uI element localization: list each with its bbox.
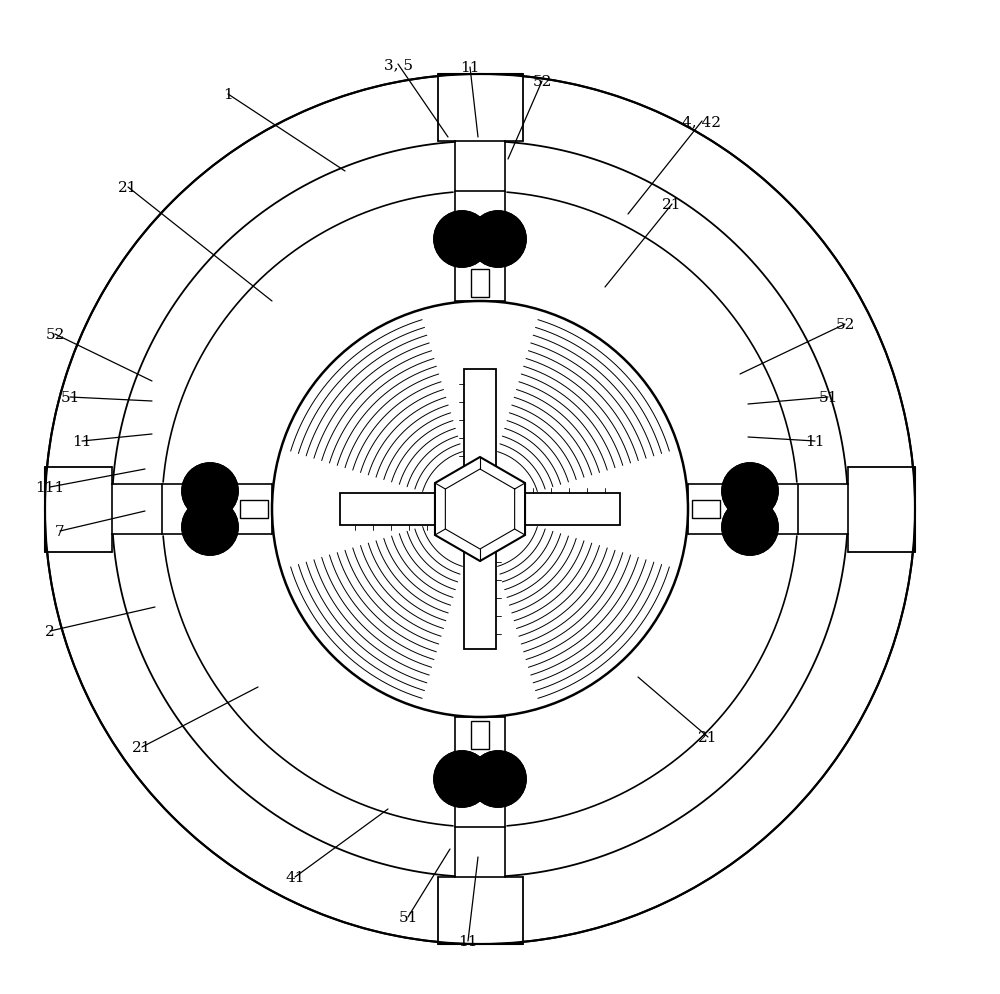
Text: 1: 1	[223, 87, 233, 102]
Polygon shape	[471, 722, 489, 749]
Circle shape	[434, 751, 490, 807]
Circle shape	[434, 212, 490, 267]
Text: 111: 111	[35, 480, 65, 494]
Polygon shape	[464, 542, 496, 649]
Text: 52: 52	[532, 75, 552, 88]
Circle shape	[182, 500, 238, 556]
Text: 52: 52	[45, 328, 65, 342]
Polygon shape	[435, 457, 525, 562]
Polygon shape	[464, 370, 496, 477]
Polygon shape	[454, 771, 506, 787]
Text: 4, 42: 4, 42	[682, 115, 722, 129]
Text: 2: 2	[45, 624, 55, 638]
Text: 51: 51	[60, 391, 80, 405]
Text: 21: 21	[662, 198, 682, 212]
Polygon shape	[692, 501, 720, 519]
Text: 11: 11	[458, 934, 478, 948]
Polygon shape	[742, 483, 758, 536]
Text: 51: 51	[818, 391, 838, 405]
Polygon shape	[240, 501, 268, 519]
Text: 3, 5: 3, 5	[384, 58, 413, 72]
Text: 11: 11	[805, 434, 825, 448]
Polygon shape	[512, 493, 620, 526]
Polygon shape	[454, 232, 506, 248]
Text: 7: 7	[55, 525, 65, 539]
Polygon shape	[202, 483, 218, 536]
Text: 11: 11	[460, 61, 480, 75]
Circle shape	[182, 463, 238, 520]
Circle shape	[722, 463, 778, 520]
Polygon shape	[340, 493, 448, 526]
Text: 21: 21	[118, 181, 138, 195]
Text: 52: 52	[835, 318, 855, 332]
Text: 21: 21	[698, 731, 718, 745]
Text: 41: 41	[285, 870, 305, 884]
Circle shape	[470, 212, 526, 267]
Text: 51: 51	[398, 911, 418, 924]
Text: 11: 11	[72, 434, 92, 448]
Circle shape	[470, 751, 526, 807]
Text: 21: 21	[132, 741, 152, 754]
Polygon shape	[471, 269, 489, 297]
Circle shape	[722, 500, 778, 556]
